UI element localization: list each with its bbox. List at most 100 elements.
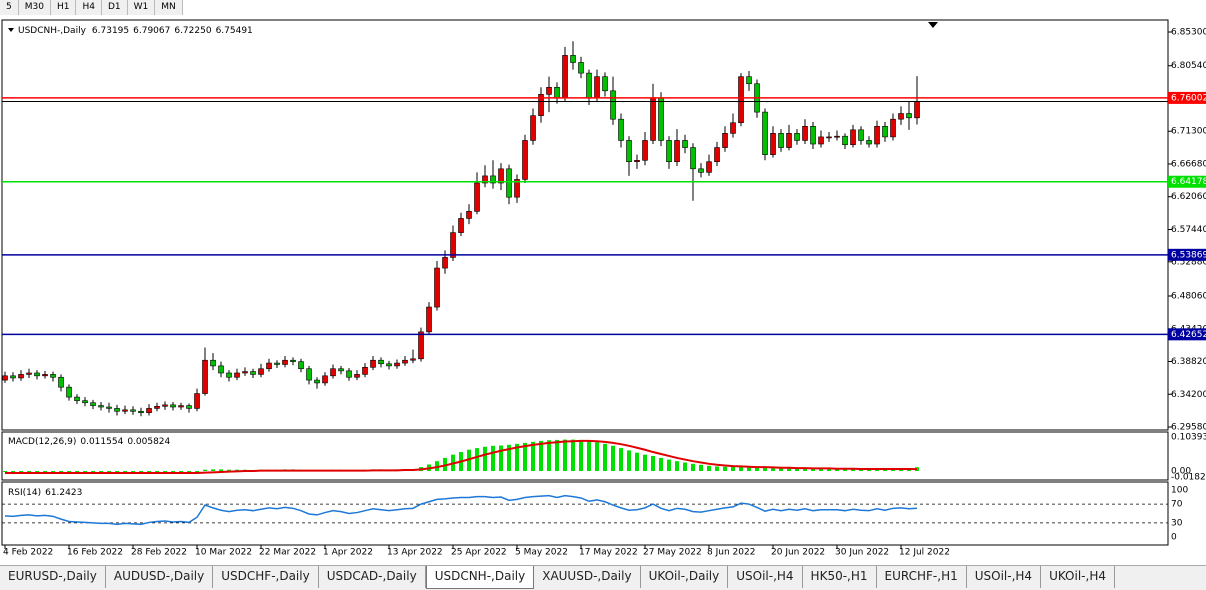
macd-bar xyxy=(627,450,631,472)
chart: USDCNH-,Daily 6.73195 6.79067 6.72250 6.7549… xyxy=(1,19,1206,558)
x-tick-label: 5 May 2022 xyxy=(515,548,568,558)
rsi-tick-label: 30 xyxy=(1171,518,1183,528)
candle-body xyxy=(482,175,488,184)
candle-body xyxy=(34,372,40,377)
y-tick-label: 6.38820 xyxy=(1171,357,1206,367)
macd-bar xyxy=(491,445,495,472)
open-label: 6.73195 xyxy=(92,26,129,36)
macd-bar xyxy=(795,468,799,472)
candle-body xyxy=(242,371,248,374)
macd-bar xyxy=(171,471,175,472)
candle-body xyxy=(442,257,448,269)
x-tick-label: 4 Feb 2022 xyxy=(3,548,53,558)
candle-body xyxy=(26,372,32,375)
macd-bar xyxy=(91,471,95,472)
candle-body xyxy=(82,400,88,404)
macd-bar xyxy=(659,457,663,472)
macd-bar xyxy=(75,471,79,472)
candle-body xyxy=(834,135,840,138)
candle-body xyxy=(234,372,240,378)
y-tick-label: 6.85300 xyxy=(1171,27,1206,37)
macd-bar xyxy=(651,455,655,472)
candle-body xyxy=(578,62,584,74)
macd-bar xyxy=(635,452,639,472)
candle-body xyxy=(146,408,152,413)
chart-tab[interactable]: USOil-,H4 xyxy=(967,566,1042,588)
chart-tab[interactable]: HK50-,H1 xyxy=(803,566,877,588)
chart-tab[interactable]: XAUUSD-,Daily xyxy=(534,566,641,588)
macd-bar xyxy=(603,443,607,472)
macd-bar xyxy=(531,441,535,472)
candle-body xyxy=(346,370,352,378)
timeframe-button[interactable]: H1 xyxy=(51,0,77,15)
candle-body xyxy=(674,140,680,163)
candle-body xyxy=(786,133,792,148)
macd-bar xyxy=(115,471,119,472)
macd-bar xyxy=(707,465,711,472)
chart-tab[interactable]: EURUSD-,Daily xyxy=(0,566,106,588)
y-tick-label: 6.71300 xyxy=(1171,127,1206,137)
candle-body xyxy=(762,111,768,155)
timeframe-button[interactable]: W1 xyxy=(128,0,156,15)
timeframe-button[interactable]: M30 xyxy=(19,0,51,15)
macd-bar xyxy=(811,468,815,472)
chart-tab[interactable]: EURCHF-,H1 xyxy=(877,566,967,588)
timeframe-button[interactable]: D1 xyxy=(102,0,128,15)
candle-body xyxy=(194,393,200,409)
candle-body xyxy=(10,375,16,379)
chart-header: USDCNH-,Daily 6.73195 6.79067 6.72250 6.7549… xyxy=(18,26,253,36)
candle-body xyxy=(106,406,112,409)
macd-bar xyxy=(67,471,71,472)
timeframe-button[interactable]: H4 xyxy=(76,0,102,15)
rsi-value: 61.2423 xyxy=(45,488,82,498)
candle-body xyxy=(114,408,120,412)
candle-body xyxy=(466,211,472,219)
candle-body xyxy=(842,135,848,146)
candle-body xyxy=(522,140,528,180)
candle-body xyxy=(890,118,896,138)
macd-bar xyxy=(179,471,183,472)
chart-tab[interactable]: USDCHF-,Daily xyxy=(213,566,319,588)
level-label-box xyxy=(1168,175,1206,188)
chart-tab[interactable]: USDCAD-,Daily xyxy=(319,566,426,588)
candle-body xyxy=(306,368,312,381)
chart-tab[interactable]: USDCNH-,Daily xyxy=(425,566,535,589)
y-tick-label: 6.62060 xyxy=(1171,192,1206,202)
candle-body xyxy=(2,375,8,381)
candle-body xyxy=(178,405,184,408)
candle-body xyxy=(794,133,800,141)
macd-bar xyxy=(851,469,855,472)
macd-bar xyxy=(3,471,7,472)
macd-bar xyxy=(51,471,55,472)
timeframe-button[interactable]: 5 xyxy=(0,0,19,15)
candle-body xyxy=(162,404,168,407)
symbol: USDCNH-,Daily xyxy=(18,26,87,36)
chart-tab[interactable]: UKOil-,Daily xyxy=(641,566,729,588)
candle-body xyxy=(746,76,752,85)
timeframe-button[interactable]: MN xyxy=(155,0,183,15)
y-tick-label: 6.66680 xyxy=(1171,159,1206,169)
macd-bar xyxy=(667,459,671,472)
candle-body xyxy=(514,179,520,198)
chart-tab[interactable]: UKOil-,H4 xyxy=(1041,566,1115,588)
candle-body xyxy=(402,359,408,364)
macd-bar xyxy=(155,471,159,472)
chart-tab[interactable]: USOil-,H4 xyxy=(728,566,803,588)
candle-body xyxy=(314,379,320,384)
level-label: 6.64178 xyxy=(1171,177,1206,187)
rsi-tick-label: 0 xyxy=(1171,533,1177,543)
macd-bar xyxy=(147,471,151,472)
macd-bar xyxy=(763,467,767,472)
candle-body xyxy=(434,267,440,308)
rsi-line xyxy=(4,494,918,526)
x-tick-label: 10 Mar 2022 xyxy=(195,548,252,558)
macd-bar xyxy=(211,469,215,472)
chart-tab[interactable]: AUDUSD-,Daily xyxy=(106,566,214,588)
candle-body xyxy=(186,405,192,409)
candle-body xyxy=(98,405,104,408)
level-label-box xyxy=(1168,91,1206,104)
candle-body xyxy=(450,232,456,258)
macd-bar xyxy=(803,468,807,472)
macd-bar xyxy=(771,467,775,472)
macd-bar xyxy=(99,471,103,472)
